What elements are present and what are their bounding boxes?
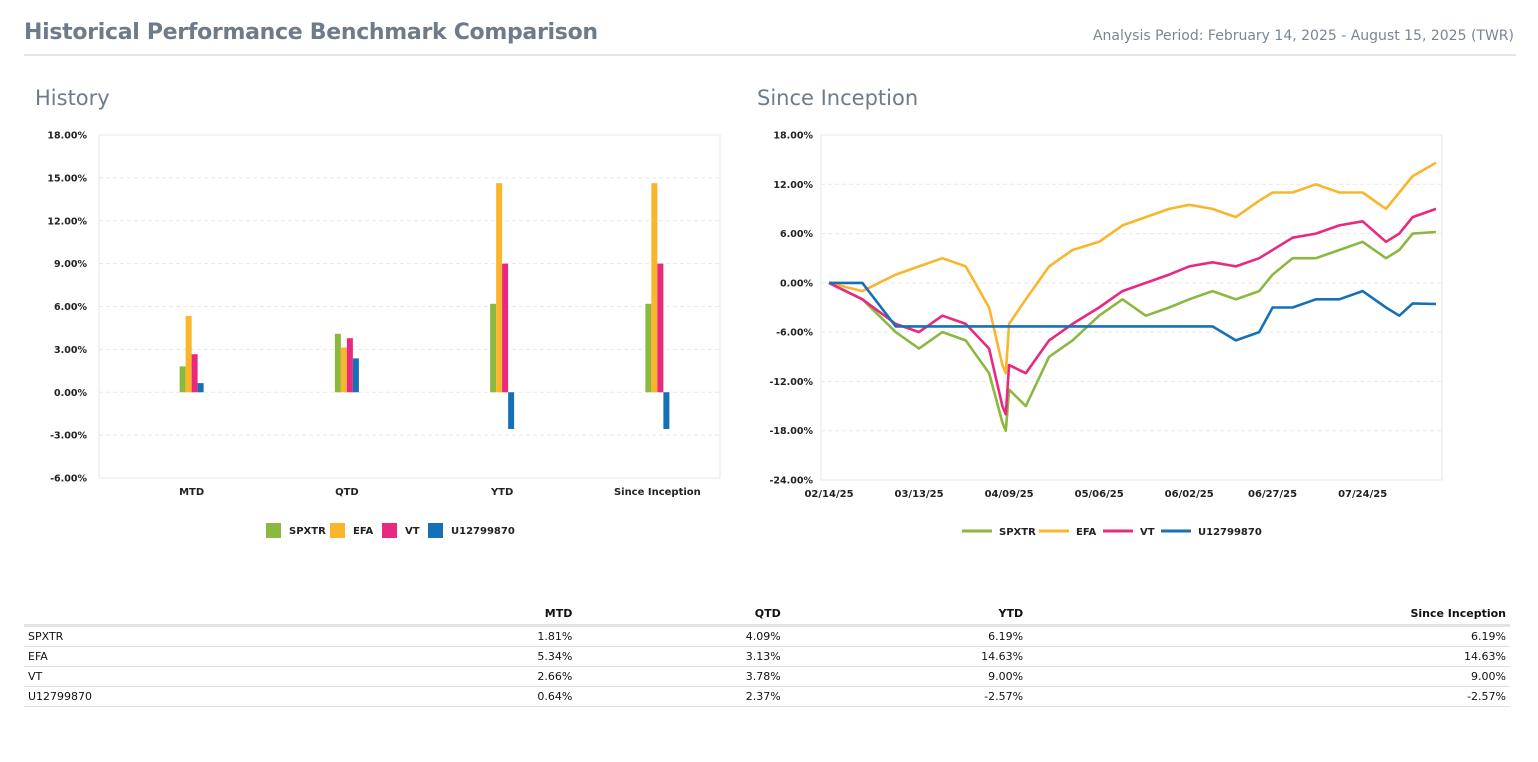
- bar-x-tick-label: Since Inception: [614, 487, 701, 498]
- table-cell: 0.64%: [368, 686, 577, 707]
- table-header-blank: [24, 602, 368, 627]
- bar-legend-swatch-vt: [382, 523, 397, 538]
- bar-legend-label-efa: EFA: [353, 526, 374, 537]
- line-y-tick-label: 12.00%: [773, 180, 813, 191]
- analysis-period: Analysis Period: February 14, 2025 - Aug…: [1092, 28, 1514, 44]
- line-legend-label-efa: EFA: [1076, 527, 1097, 538]
- line-y-tick-label: -18.00%: [769, 426, 813, 437]
- history-chart-title: History: [35, 86, 110, 110]
- bar-spxtr-mtd: [179, 366, 186, 393]
- bar-y-tick-label: 3.00%: [54, 345, 87, 356]
- bar-vt-qtd: [346, 338, 353, 393]
- bar-legend-swatch-efa: [330, 523, 345, 538]
- bar-y-tick-label: 9.00%: [54, 259, 87, 270]
- line-y-tick-label: 18.00%: [773, 131, 813, 142]
- bar-y-tick-label: 6.00%: [54, 302, 87, 313]
- bar-vt-mtd: [191, 354, 198, 393]
- bar-y-tick-label: -3.00%: [50, 431, 87, 442]
- table-header-mtd: MTD: [368, 602, 577, 627]
- table-row: EFA 5.34% 3.13% 14.63% 14.63%: [24, 646, 1510, 667]
- line-x-tick-label: 04/09/25: [985, 489, 1034, 500]
- bar-u12799870-ytd: [508, 392, 515, 429]
- bar-spxtr-qtd: [334, 333, 341, 393]
- bar-efa-ytd: [496, 183, 503, 393]
- bar-legend-swatch-u12799870: [428, 523, 443, 538]
- bar-spxtr-ytd: [490, 303, 497, 393]
- table-cell: 9.00%: [1027, 666, 1510, 687]
- line-plot-frame: [820, 134, 1443, 481]
- bar-y-tick-label: 15.00%: [47, 173, 87, 184]
- bar-efa-qtd: [340, 347, 347, 393]
- table-row: SPXTR 1.81% 4.09% 6.19% 6.19%: [24, 625, 1510, 647]
- bar-u12799870-qtd: [352, 358, 359, 393]
- table-cell: VT: [24, 666, 368, 687]
- line-x-tick-label: 02/14/25: [804, 489, 853, 500]
- line-x-tick-label: 05/06/25: [1075, 489, 1124, 500]
- line-x-tick-label: 06/02/25: [1165, 489, 1214, 500]
- bar-u12799870-since-inception: [663, 392, 670, 429]
- bar-vt-since-inception: [657, 263, 664, 393]
- table-cell: 9.00%: [784, 666, 1028, 687]
- table-row: U12799870 0.64% 2.37% -2.57% -2.57%: [24, 686, 1510, 707]
- bar-y-tick-label: 18.00%: [47, 131, 87, 142]
- bar-x-tick-label: QTD: [335, 487, 359, 498]
- bar-y-tick-label: 0.00%: [54, 388, 87, 399]
- table-cell: 2.66%: [368, 666, 577, 687]
- page-header: Historical Performance Benchmark Compari…: [24, 18, 1516, 56]
- table-cell: SPXTR: [24, 625, 368, 647]
- bar-x-tick-label: YTD: [490, 487, 513, 498]
- performance-table: MTD QTD YTD Since Inception SPXTR 1.81% …: [24, 602, 1510, 707]
- table-cell: -2.57%: [784, 686, 1028, 707]
- bar-vt-ytd: [502, 263, 509, 393]
- line-x-tick-label: 03/13/25: [895, 489, 944, 500]
- table-header-qtd: QTD: [576, 602, 785, 627]
- bar-legend-swatch-spxtr: [266, 523, 281, 538]
- bar-spxtr-since-inception: [645, 303, 652, 393]
- table-header-ytd: YTD: [784, 602, 1028, 627]
- table-cell: EFA: [24, 646, 368, 667]
- table-cell: 14.63%: [1027, 646, 1510, 667]
- table-cell: -2.57%: [1027, 686, 1510, 707]
- line-legend-label-u12799870: U12799870: [1198, 527, 1262, 538]
- line-y-tick-label: -12.00%: [769, 377, 813, 388]
- line-series-spxtr: [828, 230, 1437, 433]
- bar-legend-label-u12799870: U12799870: [451, 526, 515, 537]
- table-cell: 14.63%: [784, 646, 1028, 667]
- table-header-row: MTD QTD YTD Since Inception: [24, 602, 1510, 627]
- bar-legend-label-spxtr: SPXTR: [289, 526, 326, 537]
- charts-canvas: 18.00% 15.00% 12.00% 9.00% 6.00% 3.00% 0.00% -3…: [47, 131, 1443, 538]
- line-series-vt: [828, 207, 1437, 416]
- bar-x-tick-label: MTD: [179, 487, 204, 498]
- line-y-tick-label: -24.00%: [769, 476, 813, 487]
- line-legend-label-spxtr: SPXTR: [999, 527, 1036, 538]
- table-cell: 1.81%: [368, 625, 577, 647]
- line-legend-label-vt: VT: [1140, 527, 1155, 538]
- line-y-tick-label: 0.00%: [780, 278, 813, 289]
- table-cell: 4.09%: [576, 625, 785, 647]
- table-cell: 6.19%: [1027, 625, 1510, 647]
- since-inception-chart-title: Since Inception: [757, 86, 919, 110]
- line-series-efa: [828, 161, 1437, 375]
- table-row: VT 2.66% 3.78% 9.00% 9.00%: [24, 666, 1510, 687]
- table-header-since-inception: Since Inception: [1027, 602, 1510, 627]
- line-y-tick-label: 6.00%: [780, 229, 813, 240]
- table-cell: 3.78%: [576, 666, 785, 687]
- line-y-tick-label: -6.00%: [776, 328, 813, 339]
- bar-efa-since-inception: [651, 183, 658, 393]
- line-series-u12799870: [829, 281, 1437, 342]
- bar-y-tick-label: 12.00%: [47, 216, 87, 227]
- table-cell: 5.34%: [368, 646, 577, 667]
- bar-y-tick-label: -6.00%: [50, 474, 87, 485]
- page-title: Historical Performance Benchmark Compari…: [24, 20, 598, 45]
- table-cell: 2.37%: [576, 686, 785, 707]
- bar-efa-mtd: [185, 315, 192, 393]
- bar-legend-label-vt: VT: [405, 526, 420, 537]
- bar-u12799870-mtd: [197, 383, 204, 393]
- line-x-tick-label: 06/27/25: [1248, 489, 1297, 500]
- table-cell: 3.13%: [576, 646, 785, 667]
- line-x-tick-label: 07/24/25: [1338, 489, 1387, 500]
- table-cell: 6.19%: [784, 625, 1028, 647]
- table-cell: U12799870: [24, 686, 368, 707]
